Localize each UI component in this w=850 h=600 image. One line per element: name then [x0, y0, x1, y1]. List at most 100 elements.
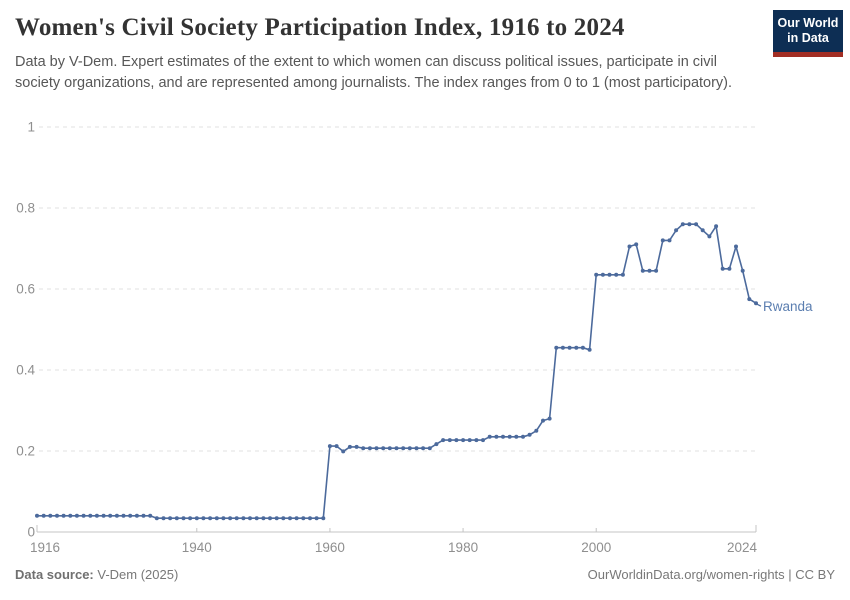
- data-point-marker[interactable]: [394, 446, 399, 451]
- data-point-marker[interactable]: [580, 345, 585, 350]
- data-point-marker[interactable]: [81, 513, 86, 518]
- data-point-marker[interactable]: [680, 222, 685, 227]
- data-point-marker[interactable]: [627, 244, 632, 249]
- data-point-marker[interactable]: [208, 516, 213, 521]
- data-point-marker[interactable]: [667, 238, 672, 243]
- data-point-marker[interactable]: [221, 516, 226, 521]
- data-point-marker[interactable]: [501, 434, 505, 439]
- data-point-marker[interactable]: [447, 438, 452, 443]
- data-point-marker[interactable]: [507, 434, 512, 439]
- data-point-marker[interactable]: [647, 268, 652, 273]
- data-point-marker[interactable]: [268, 516, 272, 521]
- data-point-marker[interactable]: [554, 345, 559, 350]
- data-point-marker[interactable]: [494, 434, 499, 439]
- data-point-marker[interactable]: [521, 434, 525, 439]
- data-point-marker[interactable]: [574, 345, 579, 350]
- data-point-marker[interactable]: [281, 516, 286, 521]
- data-point-marker[interactable]: [168, 516, 173, 521]
- credit-link[interactable]: OurWorldinData.org/women-rights | CC BY: [587, 567, 835, 582]
- data-point-marker[interactable]: [161, 516, 166, 521]
- data-point-marker[interactable]: [181, 516, 186, 521]
- data-point-marker[interactable]: [314, 516, 319, 521]
- data-point-marker[interactable]: [321, 516, 326, 521]
- data-point-marker[interactable]: [188, 516, 193, 521]
- data-point-marker[interactable]: [114, 513, 119, 518]
- data-point-marker[interactable]: [148, 513, 153, 518]
- data-point-marker[interactable]: [261, 516, 266, 521]
- data-point-marker[interactable]: [560, 345, 565, 350]
- data-point-marker[interactable]: [334, 444, 339, 449]
- data-point-marker[interactable]: [407, 446, 412, 451]
- data-point-marker[interactable]: [274, 516, 279, 521]
- data-point-marker[interactable]: [687, 222, 692, 227]
- data-point-marker[interactable]: [374, 446, 379, 451]
- data-point-marker[interactable]: [128, 513, 133, 518]
- data-point-marker[interactable]: [294, 516, 299, 521]
- data-point-marker[interactable]: [88, 513, 93, 518]
- data-point-marker[interactable]: [68, 513, 73, 518]
- owid-logo[interactable]: Our World in Data: [773, 10, 843, 57]
- data-point-marker[interactable]: [634, 242, 639, 247]
- data-point-marker[interactable]: [600, 272, 605, 277]
- data-point-marker[interactable]: [154, 516, 159, 521]
- data-point-marker[interactable]: [514, 434, 519, 439]
- data-point-marker[interactable]: [341, 449, 346, 454]
- data-point-marker[interactable]: [301, 516, 306, 521]
- data-point-marker[interactable]: [441, 438, 446, 443]
- data-point-marker[interactable]: [228, 516, 233, 521]
- data-point-marker[interactable]: [35, 513, 39, 518]
- data-point-marker[interactable]: [534, 428, 539, 433]
- chart-canvas[interactable]: 0 0.2 0.4 0.6 0.8 1 1916 1940 1960 1980 2000 2024 Rw…: [0, 115, 850, 565]
- data-point-marker[interactable]: [694, 222, 699, 227]
- data-point-marker[interactable]: [288, 516, 292, 521]
- data-point-marker[interactable]: [367, 446, 372, 451]
- data-point-marker[interactable]: [714, 224, 719, 229]
- data-point-marker[interactable]: [727, 266, 732, 271]
- data-point-marker[interactable]: [194, 516, 199, 521]
- data-point-marker[interactable]: [361, 446, 366, 451]
- data-point-marker[interactable]: [740, 268, 745, 273]
- data-point-marker[interactable]: [734, 244, 738, 249]
- data-point-marker[interactable]: [234, 516, 239, 521]
- data-point-marker[interactable]: [134, 513, 139, 518]
- data-point-marker[interactable]: [121, 513, 126, 518]
- data-point-marker[interactable]: [108, 513, 113, 518]
- data-point-marker[interactable]: [101, 513, 106, 518]
- data-point-marker[interactable]: [94, 513, 99, 518]
- data-point-marker[interactable]: [401, 446, 406, 451]
- data-point-marker[interactable]: [700, 228, 705, 233]
- entity-label-rwanda[interactable]: Rwanda: [763, 299, 813, 314]
- data-point-marker[interactable]: [654, 268, 659, 273]
- data-point-marker[interactable]: [427, 446, 432, 451]
- data-point-marker[interactable]: [594, 272, 599, 277]
- data-point-marker[interactable]: [55, 513, 59, 518]
- data-point-marker[interactable]: [141, 513, 146, 518]
- data-point-marker[interactable]: [174, 516, 179, 521]
- data-point-marker[interactable]: [48, 513, 53, 518]
- data-point-marker[interactable]: [354, 444, 359, 449]
- data-point-marker[interactable]: [747, 297, 752, 302]
- data-point-marker[interactable]: [201, 516, 206, 521]
- data-point-marker[interactable]: [454, 438, 459, 443]
- data-point-marker[interactable]: [567, 345, 572, 350]
- data-point-marker[interactable]: [248, 516, 252, 521]
- data-point-marker[interactable]: [707, 234, 712, 239]
- data-point-marker[interactable]: [421, 446, 426, 451]
- data-point-marker[interactable]: [474, 438, 479, 443]
- data-point-marker[interactable]: [487, 434, 492, 439]
- data-point-marker[interactable]: [308, 516, 312, 521]
- data-point-marker[interactable]: [467, 438, 472, 443]
- data-point-marker[interactable]: [461, 438, 466, 443]
- data-point-marker[interactable]: [387, 446, 392, 451]
- data-point-marker[interactable]: [414, 446, 419, 451]
- data-point-marker[interactable]: [720, 266, 725, 271]
- data-point-marker[interactable]: [434, 442, 439, 447]
- data-point-marker[interactable]: [74, 513, 79, 518]
- data-point-marker[interactable]: [527, 432, 532, 437]
- data-point-marker[interactable]: [674, 228, 679, 233]
- data-point-marker[interactable]: [640, 268, 645, 273]
- data-point-marker[interactable]: [481, 438, 485, 443]
- data-point-marker[interactable]: [254, 516, 259, 521]
- data-point-marker[interactable]: [61, 513, 66, 518]
- data-point-marker[interactable]: [347, 444, 352, 449]
